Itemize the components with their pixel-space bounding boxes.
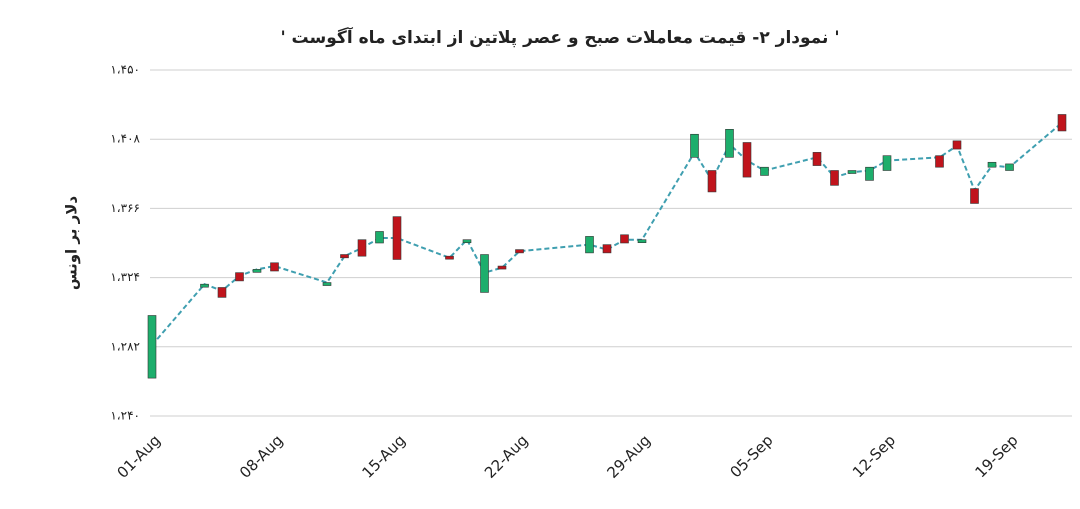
candle	[1005, 163, 1014, 171]
candle	[830, 170, 839, 186]
y-tick-label: ۱،۴۰۸	[110, 132, 140, 146]
candle	[322, 282, 332, 286]
candle	[970, 188, 979, 204]
y-tick-label: ۱،۳۲۴	[110, 270, 140, 284]
candle	[865, 166, 874, 181]
y-tick-label: ۱،۲۴۰	[110, 409, 140, 423]
candle	[235, 272, 244, 282]
candle	[217, 287, 227, 298]
y-axis-label: دلار بر اونس	[63, 196, 81, 291]
candle	[340, 254, 349, 259]
candle	[760, 166, 769, 176]
candle	[742, 142, 752, 178]
candle	[847, 170, 857, 174]
candle	[445, 255, 454, 260]
chart-title: ' نمودار ۲- قیمت معاملات صبح و عصر پلاتی…	[280, 26, 839, 48]
trend-line	[151, 121, 1063, 346]
candle	[200, 283, 209, 288]
candle	[497, 265, 507, 270]
candle	[375, 231, 384, 244]
x-tick-label: 15-Aug	[358, 431, 409, 482]
candle	[935, 155, 944, 168]
candle	[270, 262, 279, 272]
y-tick-label: ۱،۲۸۲	[110, 339, 140, 353]
x-tick-label: 01-Aug	[113, 431, 164, 482]
candle	[1057, 114, 1067, 132]
candle	[480, 254, 489, 293]
candle	[690, 133, 699, 158]
candle	[725, 129, 734, 158]
candle	[637, 239, 647, 244]
candle	[602, 244, 612, 254]
candle	[620, 234, 629, 244]
x-tick-label: 08-Aug	[236, 431, 287, 482]
candle	[812, 152, 822, 166]
x-tick-label: 12-Sep	[849, 431, 899, 481]
candle	[147, 315, 157, 379]
candle	[515, 249, 524, 254]
x-tick-label: 22-Aug	[481, 431, 532, 482]
x-tick-label: 19-Sep	[971, 431, 1021, 481]
candle	[952, 140, 962, 150]
candle	[585, 236, 594, 254]
candle	[707, 170, 717, 193]
candle	[357, 239, 367, 257]
candle	[462, 239, 472, 244]
x-tick-label: 05-Sep	[726, 431, 776, 481]
y-tick-label: ۱،۴۵۰	[110, 63, 140, 77]
candle	[252, 269, 262, 273]
x-tick-label: 29-Aug	[603, 431, 654, 482]
candle	[987, 161, 997, 168]
candle	[392, 216, 402, 260]
candle	[882, 155, 892, 171]
y-tick-label: ۱،۳۶۶	[110, 201, 140, 215]
